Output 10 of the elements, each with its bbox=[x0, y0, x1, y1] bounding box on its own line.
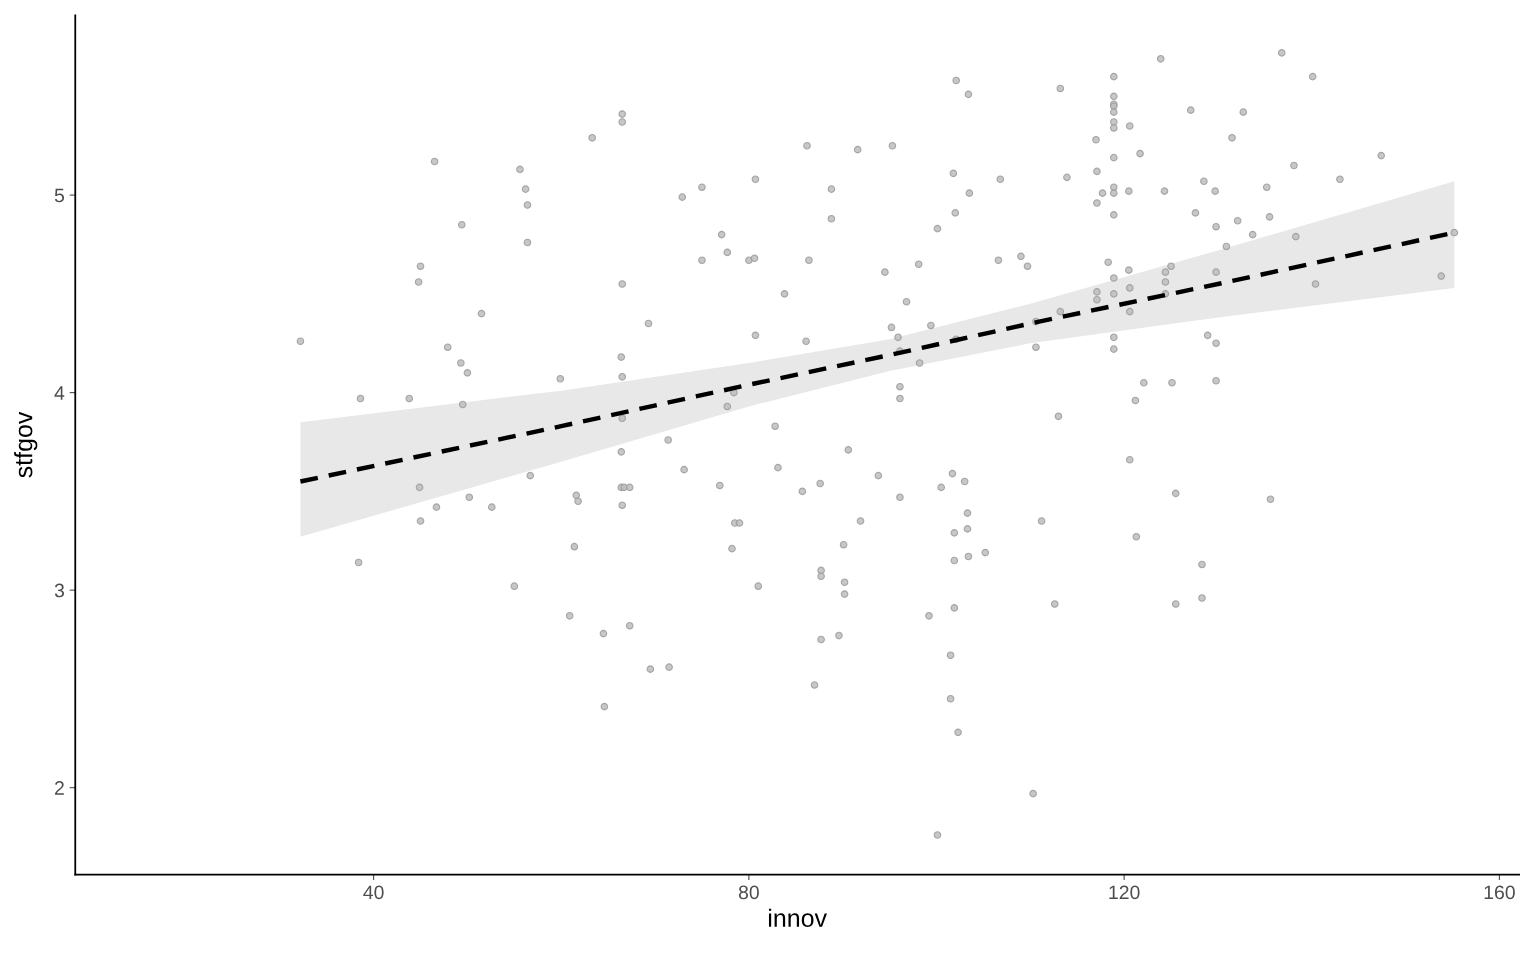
y-tick-label: 3 bbox=[54, 583, 64, 598]
x-tick-label: 80 bbox=[738, 885, 759, 900]
y-tick-label: 5 bbox=[54, 188, 65, 203]
x-tick-label: 40 bbox=[363, 885, 384, 900]
x-tick-label: 160 bbox=[1484, 885, 1515, 900]
y-tick-label: 4 bbox=[54, 386, 65, 400]
y-axis-title: stfgov bbox=[14, 411, 38, 478]
x-tick-label: 120 bbox=[1109, 885, 1140, 900]
x-axis-title: innov bbox=[768, 908, 827, 928]
y-tick-label: 2 bbox=[55, 781, 64, 795]
